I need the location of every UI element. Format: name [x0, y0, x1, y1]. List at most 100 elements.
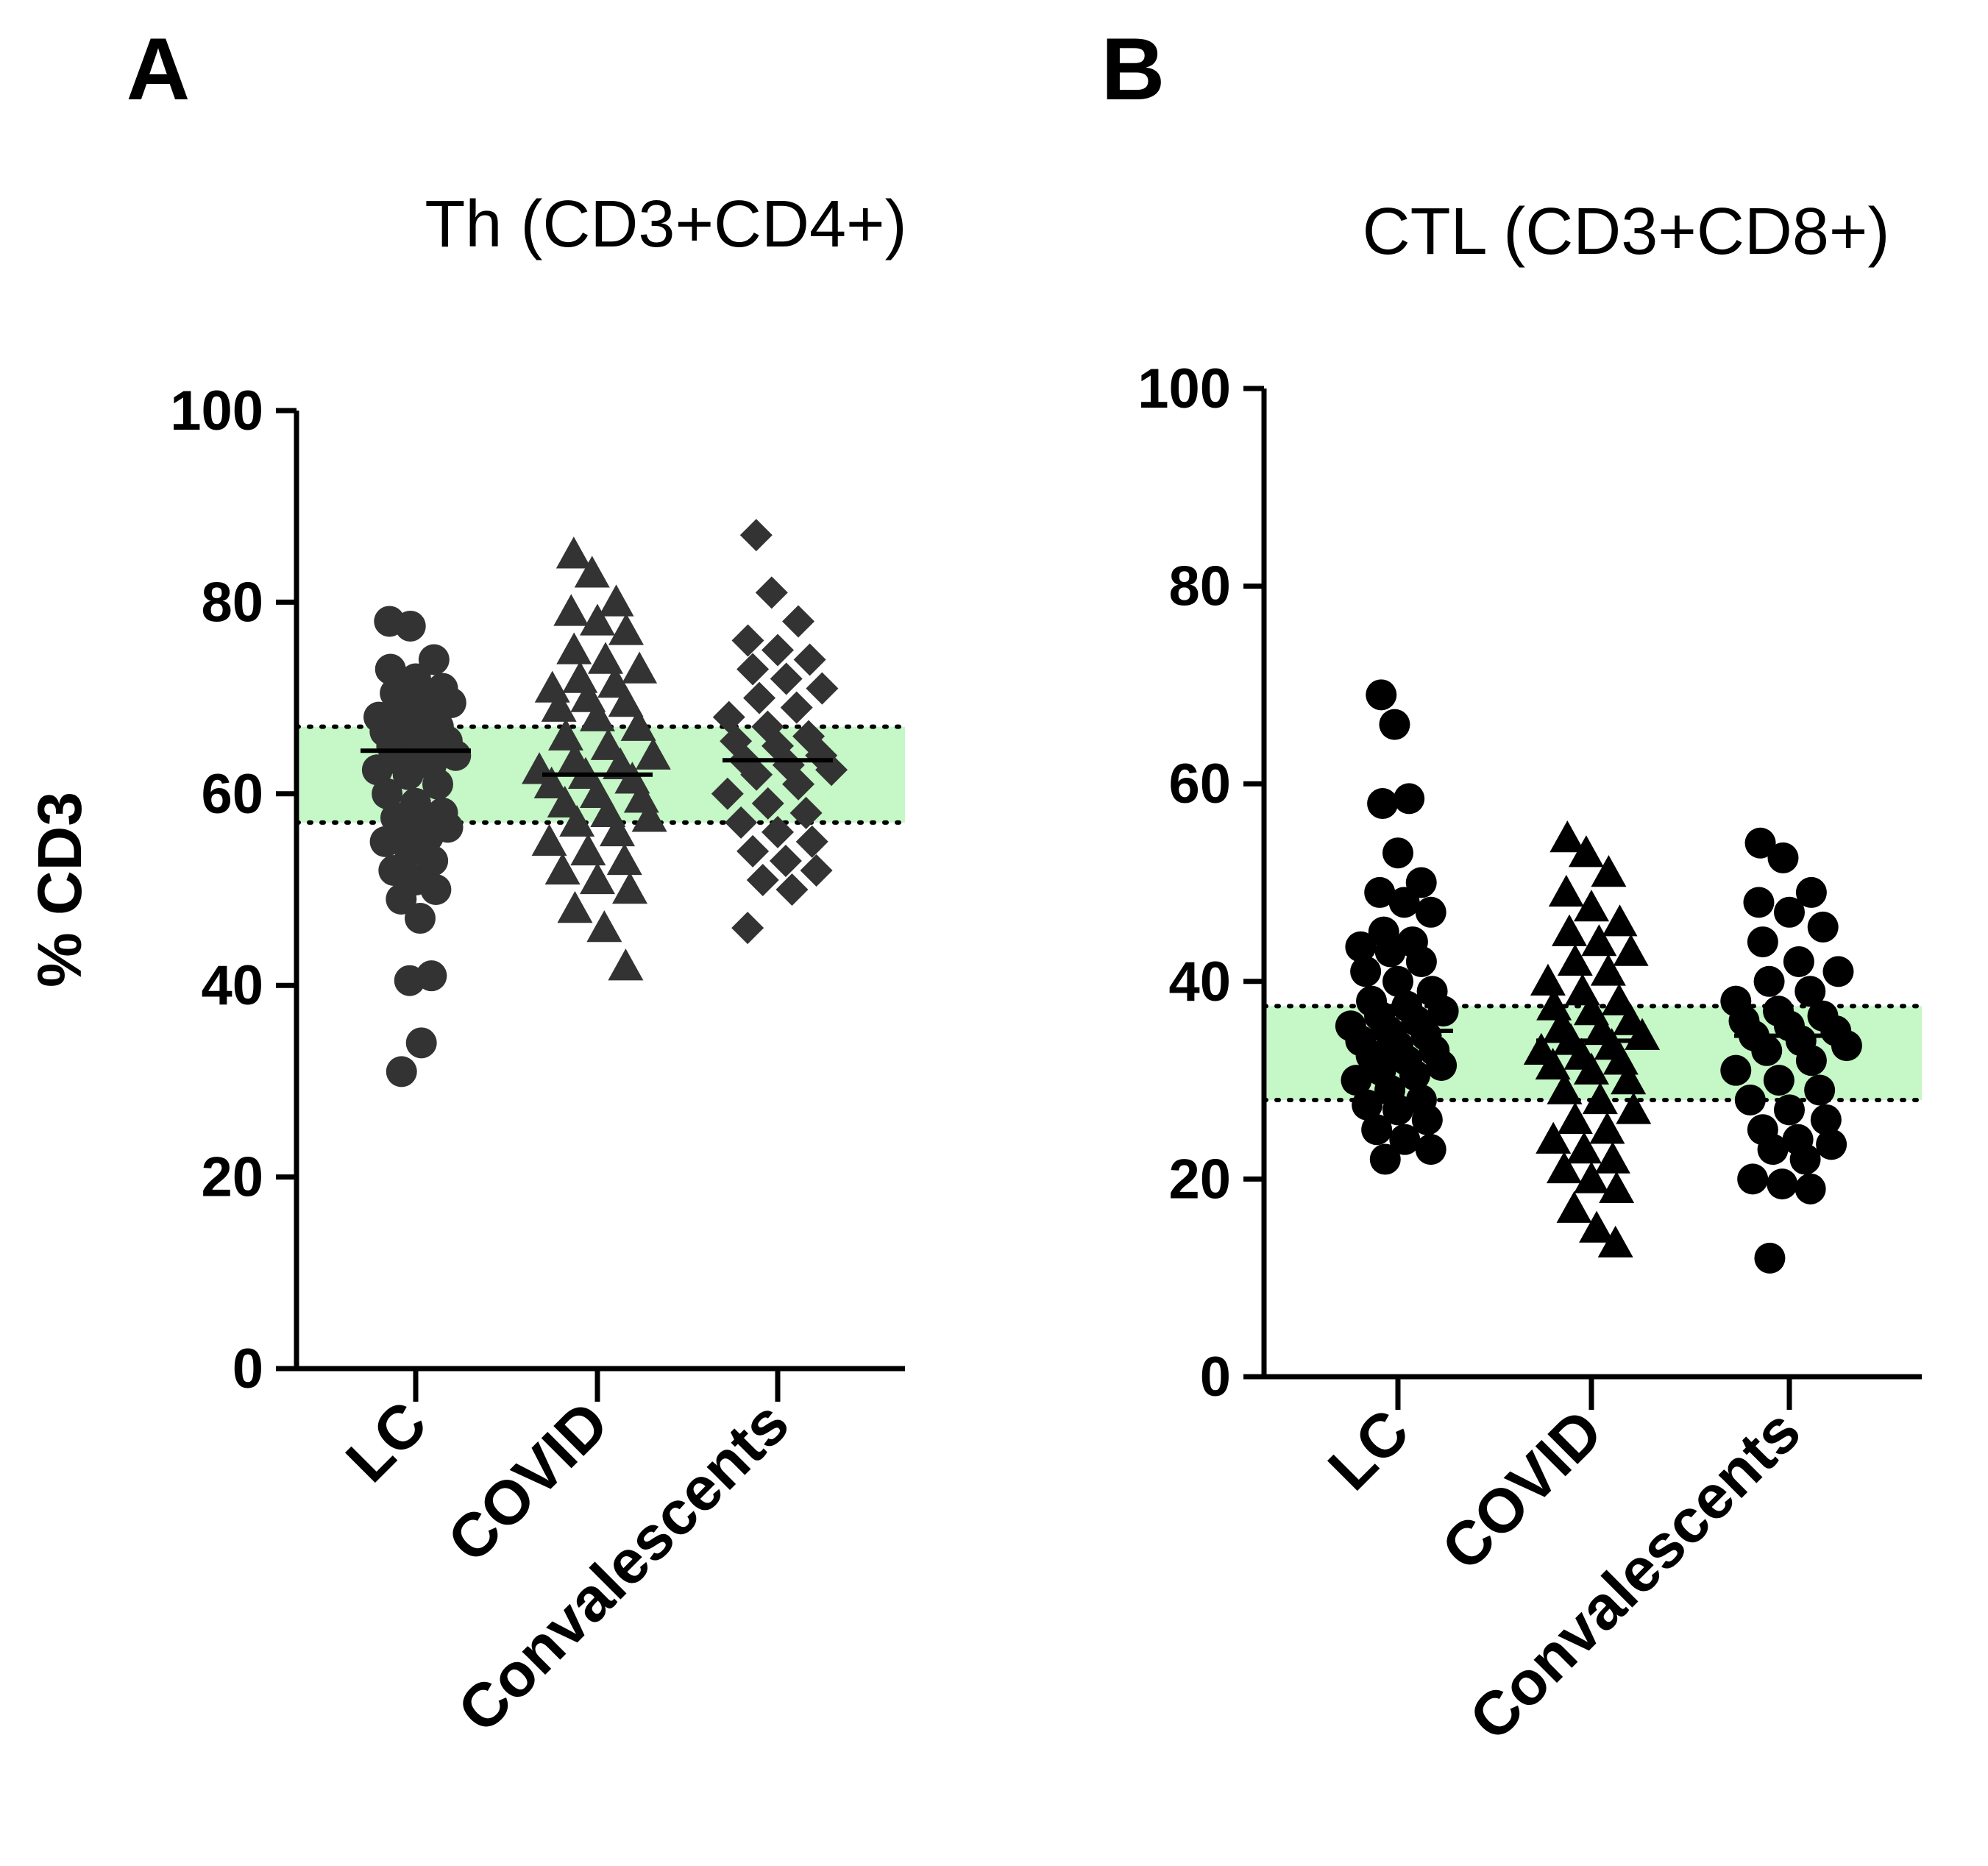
data-point	[1352, 1089, 1383, 1121]
data-point	[541, 689, 577, 722]
data-point	[586, 910, 622, 943]
data-point	[1804, 1074, 1836, 1106]
data-point	[1757, 1134, 1789, 1166]
y-tick-label: 80	[201, 571, 263, 634]
data-point	[1582, 1082, 1618, 1115]
data-point	[725, 806, 758, 839]
series-convalescents	[1720, 827, 1862, 1274]
x-tick-label: Convalescents	[1456, 1396, 1814, 1753]
data-point	[1763, 1065, 1794, 1096]
data-point	[751, 787, 784, 820]
panel-letter: B	[1101, 20, 1165, 118]
data-point	[1794, 976, 1826, 1007]
data-point	[1767, 842, 1799, 873]
y-tick-label: 0	[1200, 1346, 1231, 1408]
data-point	[608, 948, 644, 981]
data-point	[769, 844, 802, 877]
data-point	[1530, 963, 1566, 996]
chart-title: CTL (CD3+CD8+)	[1363, 195, 1890, 269]
data-point	[1734, 1084, 1766, 1115]
data-point	[394, 965, 425, 996]
data-point	[740, 758, 773, 791]
data-point	[1536, 1121, 1572, 1154]
data-point	[1382, 837, 1413, 869]
data-point	[1547, 1072, 1583, 1104]
data-point	[736, 834, 770, 868]
data-point	[770, 662, 803, 695]
data-point	[612, 872, 648, 904]
data-point	[392, 759, 424, 790]
data-point	[1753, 965, 1785, 997]
data-point	[631, 800, 667, 832]
data-point	[1557, 1101, 1593, 1135]
data-point	[712, 700, 745, 734]
series-convalescents	[711, 519, 848, 945]
data-point	[1601, 983, 1637, 1015]
data-point	[1394, 783, 1425, 815]
data-point	[374, 653, 406, 685]
data-point	[580, 603, 615, 636]
data-point	[1767, 1168, 1798, 1200]
data-point	[534, 670, 570, 703]
data-point	[361, 754, 393, 786]
data-point	[1367, 788, 1399, 820]
data-point	[1574, 1052, 1609, 1085]
data-point	[372, 778, 403, 809]
data-point	[598, 584, 634, 617]
data-point	[544, 852, 581, 885]
data-point	[590, 728, 626, 760]
data-point	[1374, 936, 1406, 968]
data-point	[1415, 1134, 1446, 1166]
data-point	[1548, 874, 1584, 907]
data-point	[1591, 855, 1627, 887]
data-point	[775, 873, 809, 906]
data-point	[1590, 954, 1626, 986]
data-point	[1589, 1112, 1625, 1144]
data-point	[1369, 1143, 1401, 1175]
data-point	[1361, 1114, 1393, 1146]
data-point	[369, 826, 401, 857]
data-point	[1795, 1045, 1827, 1076]
data-point	[1783, 946, 1814, 977]
data-point	[1754, 1242, 1786, 1274]
data-point	[762, 634, 794, 667]
data-point	[1720, 1054, 1752, 1086]
data-point	[1613, 934, 1649, 966]
data-point	[1415, 896, 1446, 928]
data-point	[782, 605, 815, 638]
data-point	[556, 632, 592, 664]
data-point	[420, 874, 452, 905]
data-point	[553, 594, 589, 626]
data-point	[1743, 887, 1775, 918]
y-axis-label: % CD3	[25, 792, 94, 987]
data-point	[806, 672, 839, 705]
y-tick-label: 100	[1137, 358, 1231, 420]
data-point	[711, 777, 744, 810]
data-point	[394, 610, 426, 642]
data-point	[1345, 931, 1377, 962]
series-covid	[1523, 820, 1661, 1257]
data-point	[1405, 946, 1437, 977]
x-tick-label: LC	[1315, 1396, 1422, 1503]
y-tick-label: 100	[170, 380, 263, 442]
data-point	[1594, 1141, 1630, 1174]
data-point	[1382, 1094, 1413, 1126]
data-point	[559, 804, 595, 837]
data-point	[606, 842, 642, 876]
data-point	[1816, 1129, 1847, 1160]
y-tick-label: 60	[1168, 753, 1231, 815]
data-point	[1810, 1104, 1842, 1135]
chart-title: Th (CD3+CD4+)	[425, 188, 906, 261]
data-point	[1566, 1132, 1602, 1164]
x-tick-label: LC	[333, 1388, 440, 1495]
y-tick-label: 0	[232, 1338, 263, 1400]
x-tick-label: COVID	[1428, 1396, 1616, 1583]
data-point	[1546, 1151, 1582, 1184]
series-lc	[1335, 679, 1459, 1175]
y-tick-label: 20	[201, 1146, 263, 1209]
data-point	[1611, 1063, 1647, 1095]
data-point	[547, 718, 583, 751]
data-point	[782, 767, 815, 801]
series-covid	[522, 536, 671, 981]
